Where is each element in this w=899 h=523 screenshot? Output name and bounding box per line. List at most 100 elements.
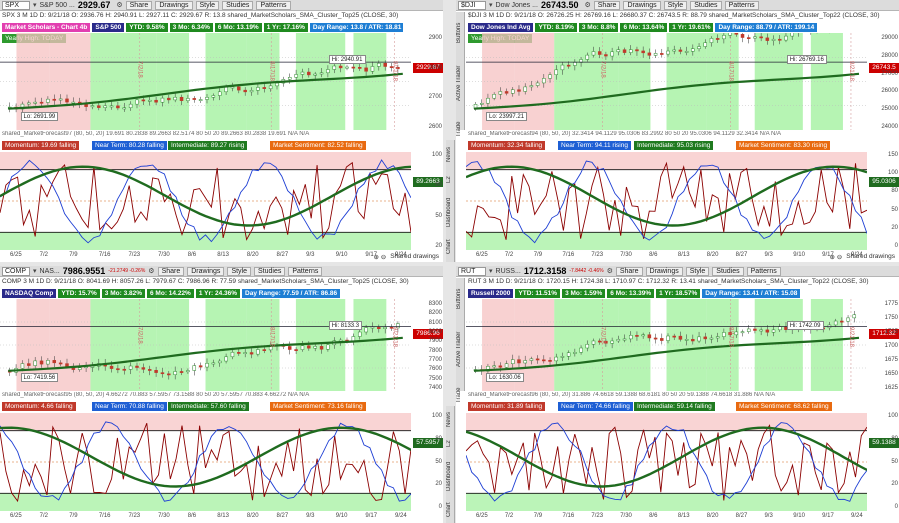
side-tab[interactable]: Buttons	[456, 288, 462, 310]
share-button[interactable]: Share	[615, 266, 643, 276]
x-tick-label: 7/9	[533, 252, 543, 258]
side-tab[interactable]: Trade	[456, 387, 462, 403]
style-button[interactable]: Style	[227, 266, 251, 276]
x-tick-label: 7/23	[591, 513, 604, 519]
gear-icon[interactable]: ⚙	[584, 2, 591, 9]
candle	[492, 365, 496, 368]
candle	[498, 91, 503, 95]
gear-icon[interactable]: ⚙	[116, 2, 123, 9]
y-tick-label: 2900	[428, 35, 442, 41]
gear-icon[interactable]: ⚙	[148, 268, 155, 275]
gear-icon[interactable]: ⚙	[606, 268, 613, 275]
side-tab[interactable]: Active Trader	[456, 65, 462, 101]
side-tab-news[interactable]: News	[446, 146, 452, 162]
candle	[27, 102, 31, 105]
candle	[52, 360, 57, 364]
x-tick-label: 7/16	[98, 252, 111, 258]
drawings-button[interactable]: Drawings	[623, 0, 661, 10]
candle	[262, 349, 267, 351]
candle	[722, 35, 726, 40]
indicator-tick-label: 80	[435, 435, 442, 442]
candle	[52, 98, 57, 101]
zoom-icon[interactable]: ⊕ ⊖	[829, 253, 843, 261]
style-button[interactable]: Style	[663, 0, 688, 10]
indicator-chart[interactable]	[466, 152, 867, 250]
candle	[753, 328, 757, 331]
candle	[237, 86, 241, 91]
drawings-button[interactable]: Drawings	[187, 266, 225, 276]
patterns-button[interactable]: Patterns	[288, 266, 323, 276]
symbol-input[interactable]: SPX	[2, 0, 30, 10]
side-tab-chart[interactable]: Chart	[446, 239, 452, 255]
side-tab[interactable]: Buttons	[456, 22, 462, 44]
side-tab-l2[interactable]: L2	[446, 440, 452, 448]
indicator-tag: 59.1388	[869, 437, 899, 448]
indicator-chart[interactable]	[0, 413, 411, 511]
candle	[579, 347, 583, 353]
symbol-input[interactable]: COMP	[2, 266, 30, 276]
candle	[160, 97, 165, 103]
studies-button[interactable]: Studies	[254, 266, 286, 276]
candle	[566, 64, 571, 67]
candle	[237, 352, 241, 354]
patterns-button[interactable]: Patterns	[256, 0, 291, 10]
candle	[597, 51, 602, 55]
chevron-down-icon[interactable]: ▾	[489, 2, 493, 9]
share-button[interactable]: Share	[157, 266, 185, 276]
indicator-tick-label: 50	[891, 458, 898, 465]
style-button[interactable]: Style	[685, 266, 710, 276]
candle	[678, 335, 683, 340]
indicator-tick-label: 80	[891, 435, 898, 442]
price-chart[interactable]	[466, 299, 867, 391]
side-tab-dashboard[interactable]: Dashboard	[446, 197, 452, 227]
indicator-chart[interactable]	[466, 413, 867, 511]
patterns-button[interactable]: Patterns	[746, 266, 781, 276]
style-button[interactable]: Style	[195, 0, 220, 10]
shared-drawings-label[interactable]: Shared drawings	[390, 253, 439, 260]
studies-button[interactable]: Studies	[690, 0, 722, 10]
price-chart[interactable]	[0, 299, 411, 391]
indicator-header: shared_MarketForecast96 (80, 50, 20) 31.…	[468, 392, 776, 398]
candle	[313, 73, 317, 76]
studies-button[interactable]: Studies	[712, 266, 744, 276]
chevron-down-icon[interactable]: ▾	[33, 268, 37, 275]
shared-drawings-label[interactable]: Shared drawings	[846, 253, 895, 260]
side-tab[interactable]: Trade	[456, 121, 462, 137]
price-chart[interactable]	[0, 33, 411, 130]
candle	[666, 335, 670, 341]
candle	[765, 329, 770, 333]
chart-toolbar: COMP ▾ NAS... 7986.9551 -21.2749 -0.26% …	[0, 266, 443, 277]
side-tab-news[interactable]: News	[446, 411, 452, 427]
high-label: Hi: 26769.16	[786, 55, 827, 64]
chevron-down-icon[interactable]: ▾	[33, 2, 37, 9]
candle	[20, 363, 25, 369]
drawings-button[interactable]: Drawings	[645, 266, 683, 276]
chevron-down-icon[interactable]: ▾	[489, 268, 493, 275]
side-tab-dashboard[interactable]: Dashboard	[446, 461, 452, 491]
x-tick-label: 8/20	[706, 513, 719, 519]
candle	[653, 53, 658, 56]
x-tick-label: 8/27	[735, 252, 748, 258]
candle	[740, 331, 745, 334]
side-tab-l2[interactable]: L2	[446, 176, 452, 184]
indicator-chart[interactable]	[0, 152, 411, 250]
intermediate-line	[0, 426, 411, 488]
candle	[548, 74, 552, 79]
side-tab[interactable]: Active Trader	[456, 331, 462, 367]
side-tab-chart[interactable]: Chart	[446, 502, 452, 518]
symbol-input[interactable]: $DJI	[458, 0, 486, 10]
drawings-button[interactable]: Drawings	[155, 0, 193, 10]
zoom-icon[interactable]: ⊕ ⊖	[373, 253, 387, 261]
price-chart[interactable]	[466, 33, 867, 130]
candle	[641, 50, 645, 54]
studies-button[interactable]: Studies	[222, 0, 254, 10]
date-marker-label: 9/21/18	[847, 61, 854, 82]
patterns-button[interactable]: Patterns	[724, 0, 759, 10]
x-tick-label: 7/23	[591, 252, 604, 258]
symbol-input[interactable]: RUT	[458, 266, 486, 276]
stat-badges: Market Scholars - Chart 4b S&P 500 YTD: 9.…	[2, 23, 403, 33]
stat-badge: YTD: 9.58%	[126, 23, 168, 32]
candle	[307, 71, 311, 76]
share-button[interactable]: Share	[593, 0, 621, 10]
share-button[interactable]: Share	[125, 0, 153, 10]
